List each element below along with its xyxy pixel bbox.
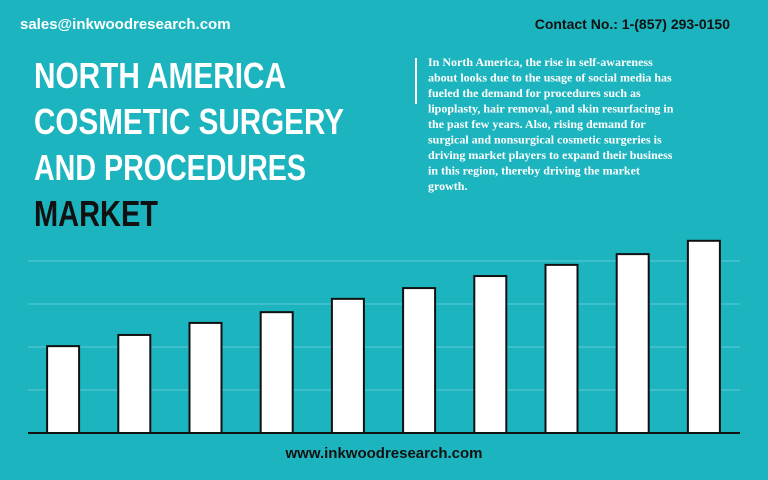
bar: [615, 253, 650, 434]
chart: [28, 239, 740, 435]
description-line: surgical and nonsurgical cosmetic surger…: [428, 133, 662, 147]
bar: [686, 239, 721, 434]
title-line: COSMETIC SURGERY: [34, 101, 344, 142]
bar: [330, 297, 365, 434]
bar: [46, 345, 81, 435]
bar: [544, 263, 579, 434]
contact: Contact No.: 1-(857) 293-0150: [535, 16, 731, 32]
bar: [188, 321, 223, 435]
description-line: In North America, the rise in self-aware…: [428, 55, 653, 69]
bar: [402, 287, 437, 434]
bar: [259, 311, 294, 435]
email: sales@inkwoodresearch.com: [20, 16, 231, 33]
description-line: growth.: [428, 179, 467, 193]
description: In North America, the rise in self-aware…: [428, 55, 674, 193]
title-line: NORTH AMERICA: [34, 55, 286, 96]
bar: [473, 275, 508, 434]
description-line: fueled the demand for procedures such as: [428, 86, 641, 100]
description-line: in this region, thereby driving the mark…: [428, 164, 640, 178]
bar: [117, 333, 152, 434]
description-line: about looks due to the usage of social m…: [428, 71, 672, 85]
description-line: the past few years. Also, rising demand …: [428, 117, 646, 131]
title: NORTH AMERICA COSMETIC SURGERY AND PROCEDU…: [34, 55, 344, 234]
description-line: lipoplasty, hair removal, and skin resur…: [428, 102, 674, 116]
title-highlight: MARKET: [34, 193, 158, 234]
title-line: AND PROCEDURES: [34, 147, 306, 188]
description-line: driving market players to expand their b…: [428, 148, 673, 162]
website: www.inkwoodresearch.com: [285, 445, 483, 462]
